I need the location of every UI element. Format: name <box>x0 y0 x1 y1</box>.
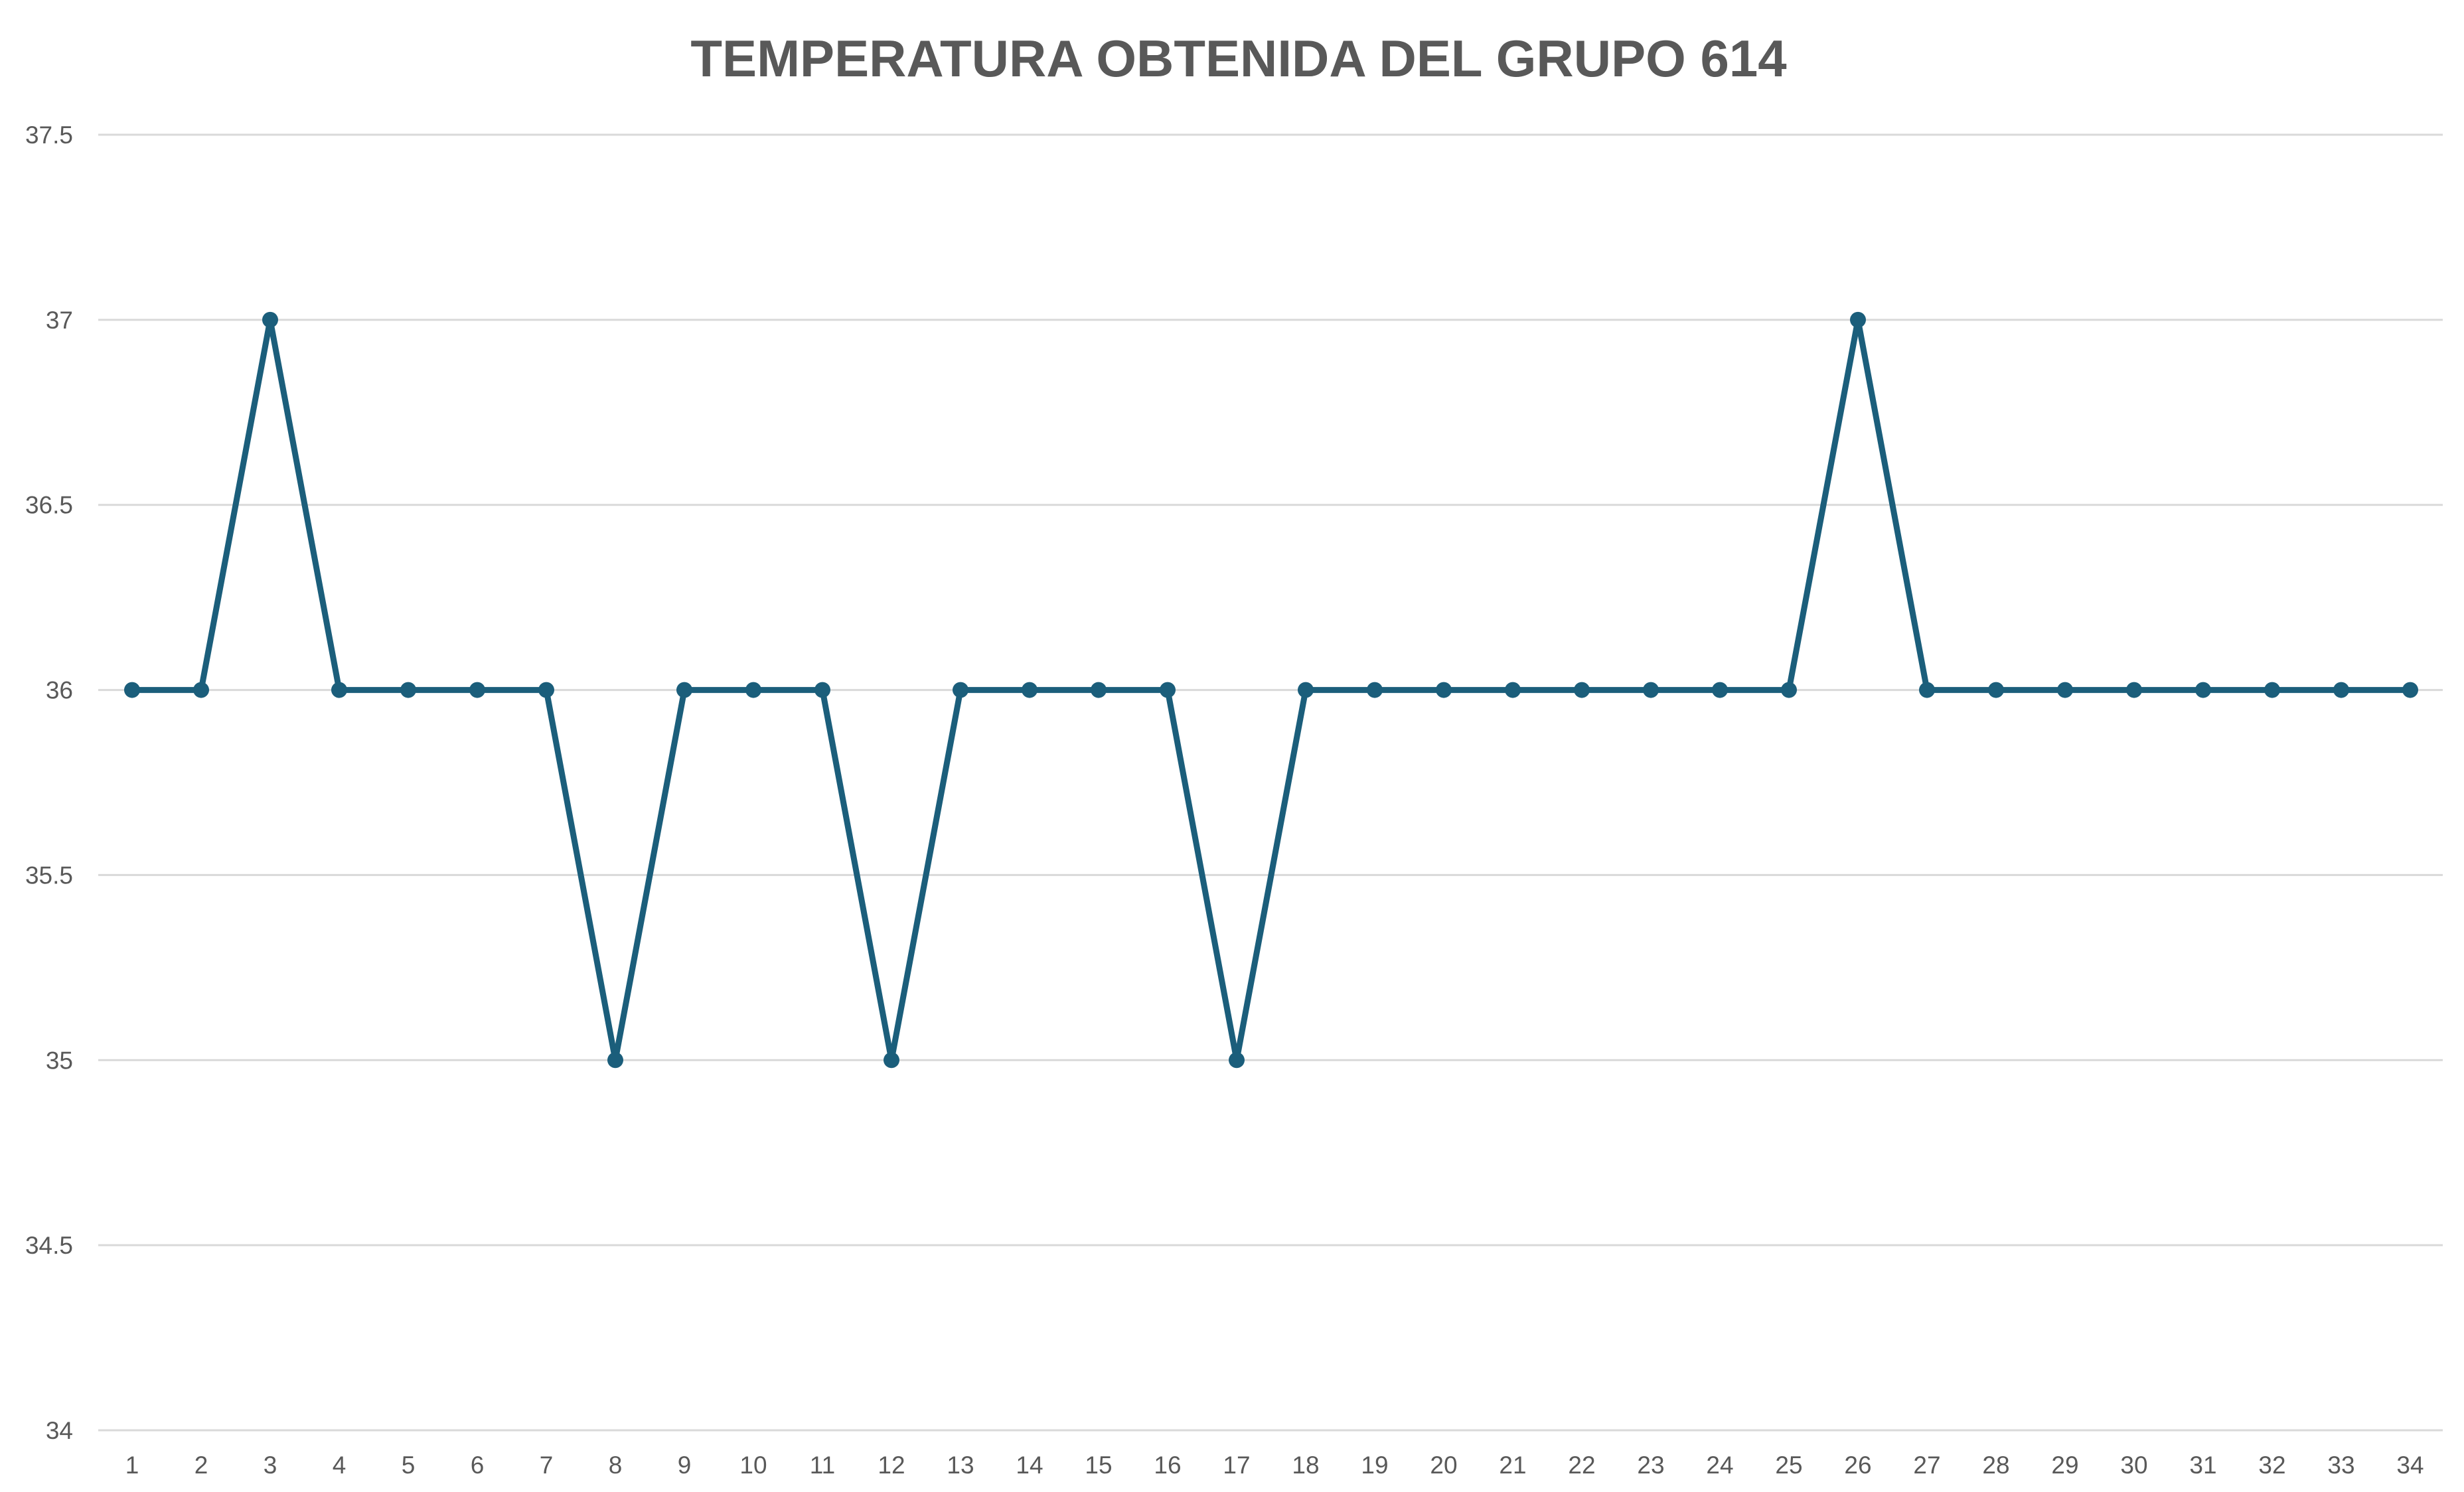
x-tick-label: 22 <box>1568 1452 1595 1479</box>
series-line <box>129 317 2414 1063</box>
data-point <box>2402 682 2418 698</box>
data-point <box>2333 682 2349 698</box>
data-point <box>1919 682 1935 698</box>
x-tick-label: 19 <box>1361 1452 1388 1479</box>
data-point <box>193 682 209 698</box>
x-tick-label: 11 <box>810 1452 835 1479</box>
gridlines <box>98 133 2443 1432</box>
data-point <box>1367 682 1383 698</box>
data-point <box>1988 682 2004 698</box>
x-tick-label: 34 <box>2396 1452 2424 1479</box>
data-point <box>538 682 554 698</box>
y-tick-label: 35 <box>46 1047 73 1074</box>
x-tick-label: 4 <box>333 1452 346 1479</box>
x-tick-label: 28 <box>1982 1452 2009 1479</box>
data-point <box>2264 682 2280 698</box>
y-tick-label: 34 <box>46 1417 73 1444</box>
x-axis-tick-labels: 1 2 3 4 5 6 7 8 9 10 11 12 13 14 15 16 17 18 19 20 21 22 23 24 2… <box>125 1452 2424 1479</box>
x-tick-label: 27 <box>1913 1452 1940 1479</box>
series-line-layer <box>129 317 2414 1063</box>
data-point <box>884 1052 899 1069</box>
x-tick-label: 7 <box>540 1452 554 1479</box>
data-point <box>1160 682 1176 698</box>
y-axis-tick-labels: 34 34.5 35 35.5 36 36.5 37 37.5 <box>25 121 73 1444</box>
y-tick-label: 35.5 <box>25 861 73 889</box>
data-point <box>676 682 692 698</box>
data-point <box>1091 682 1107 698</box>
data-point <box>1643 682 1659 698</box>
x-tick-label: 16 <box>1154 1452 1181 1479</box>
x-tick-label: 13 <box>947 1452 974 1479</box>
data-point <box>2057 682 2073 698</box>
x-tick-label: 31 <box>2189 1452 2216 1479</box>
x-tick-label: 24 <box>1706 1452 1733 1479</box>
x-tick-label: 25 <box>1775 1452 1802 1479</box>
data-point <box>814 682 830 698</box>
y-tick-label: 37.5 <box>25 121 73 149</box>
x-tick-label: 20 <box>1430 1452 1457 1479</box>
x-tick-label: 8 <box>609 1452 623 1479</box>
data-point <box>1850 311 1866 328</box>
x-tick-label: 14 <box>1016 1452 1043 1479</box>
x-tick-label: 30 <box>2120 1452 2147 1479</box>
data-point <box>2195 682 2211 698</box>
data-point <box>607 1052 623 1069</box>
data-point <box>1574 682 1590 698</box>
data-point <box>1505 682 1521 698</box>
x-tick-label: 32 <box>2258 1452 2285 1479</box>
data-point <box>1229 1052 1245 1069</box>
x-tick-label: 12 <box>878 1452 905 1479</box>
x-tick-label: 18 <box>1292 1452 1319 1479</box>
data-point <box>331 682 347 698</box>
x-tick-label: 3 <box>264 1452 277 1479</box>
data-point <box>400 682 416 698</box>
x-tick-label: 5 <box>402 1452 416 1479</box>
x-tick-label: 26 <box>1844 1452 1871 1479</box>
y-tick-label: 36 <box>46 677 73 704</box>
y-tick-label: 36.5 <box>25 492 73 519</box>
data-point <box>124 682 140 698</box>
x-tick-label: 23 <box>1637 1452 1664 1479</box>
data-point <box>1022 682 1038 698</box>
series-points-layer <box>124 311 2418 1069</box>
x-tick-label: 33 <box>2327 1452 2354 1479</box>
x-tick-label: 1 <box>125 1452 139 1479</box>
x-tick-label: 21 <box>1499 1452 1526 1479</box>
data-point <box>1298 682 1314 698</box>
x-tick-label: 2 <box>194 1452 208 1479</box>
data-point <box>262 311 278 328</box>
data-point <box>469 682 485 698</box>
x-tick-label: 10 <box>739 1452 767 1479</box>
x-tick-label: 29 <box>2051 1452 2078 1479</box>
data-point <box>2126 682 2142 698</box>
x-tick-label: 6 <box>471 1452 485 1479</box>
data-point <box>1781 682 1797 698</box>
y-tick-label: 37 <box>46 307 73 334</box>
data-point <box>1712 682 1728 698</box>
data-point <box>953 682 968 698</box>
data-point <box>1436 682 1452 698</box>
y-tick-label: 34.5 <box>25 1232 73 1259</box>
chart-title: TEMPERATURA OBTENIDA DEL GRUPO 614 <box>690 29 1786 88</box>
x-tick-label: 15 <box>1085 1452 1112 1479</box>
x-tick-label: 17 <box>1223 1452 1250 1479</box>
data-point <box>745 682 761 698</box>
x-tick-label: 9 <box>678 1452 692 1479</box>
